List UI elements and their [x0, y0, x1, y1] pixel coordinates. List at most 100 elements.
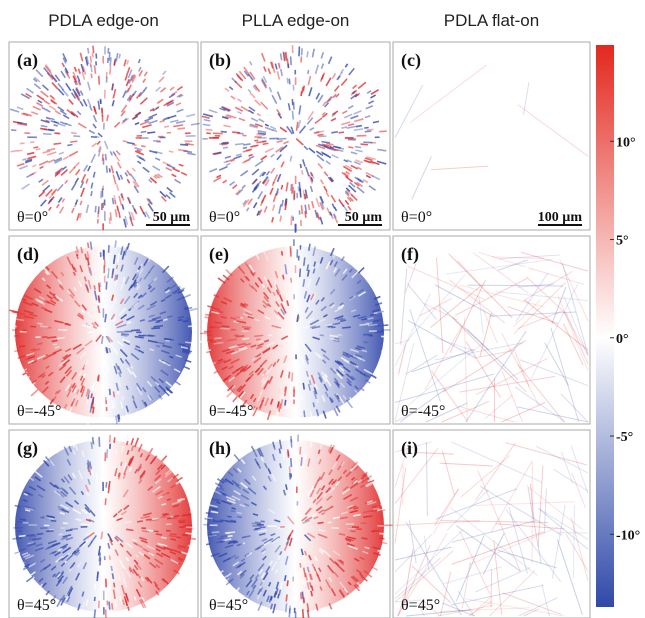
- texture-stroke: [301, 457, 302, 466]
- texture-stroke: [308, 70, 309, 74]
- texture-stroke: [87, 399, 88, 403]
- column-header: PLLA edge-on: [242, 11, 350, 30]
- panel-label: (d): [17, 244, 39, 265]
- texture-stroke: [220, 536, 227, 537]
- texture-stroke: [367, 129, 374, 130]
- texture-stroke: [109, 481, 110, 489]
- angle-label: θ=0°: [209, 209, 240, 226]
- texture-stroke: [303, 86, 304, 92]
- texture-stroke: [222, 144, 228, 145]
- texture-stroke: [246, 536, 250, 537]
- texture-stroke: [176, 537, 181, 538]
- texture-stroke: [110, 212, 111, 220]
- texture-stroke: [288, 403, 289, 409]
- texture-stroke: [330, 336, 339, 337]
- colorbar-tick-label: 5°: [616, 234, 629, 249]
- texture-stroke: [116, 449, 117, 454]
- texture-stroke: [106, 166, 107, 173]
- texture-stroke: [313, 402, 314, 407]
- texture-stroke: [285, 575, 286, 581]
- texture-stroke: [223, 147, 228, 148]
- texture-stroke: [110, 389, 111, 395]
- texture-stroke: [232, 508, 236, 509]
- texture-stroke: [178, 520, 186, 521]
- texture-stroke: [305, 455, 306, 460]
- texture-stroke: [107, 365, 108, 372]
- texture-stroke: [188, 326, 196, 327]
- texture-stroke: [302, 205, 303, 214]
- texture-stroke: [91, 393, 92, 398]
- texture-stroke: [132, 144, 136, 145]
- texture-stroke: [59, 534, 63, 535]
- texture-stroke: [302, 48, 303, 55]
- texture-stroke: [203, 124, 211, 125]
- texture-stroke: [109, 52, 110, 61]
- scale-bar-label: 100 µm: [538, 210, 583, 225]
- colorbar-tick-label: 0°: [616, 332, 629, 347]
- texture-stroke: [303, 609, 304, 618]
- panel-label: (e): [209, 244, 229, 265]
- panel-label: (g): [17, 438, 38, 459]
- texture-stroke: [126, 529, 133, 530]
- texture-stroke: [54, 125, 58, 126]
- texture-stroke: [97, 571, 98, 578]
- texture-stroke: [254, 335, 263, 336]
- texture-stroke: [141, 131, 147, 132]
- texture-stroke: [109, 168, 110, 172]
- texture-stroke: [112, 269, 113, 275]
- texture-stroke: [311, 441, 312, 447]
- texture-stroke: [109, 585, 110, 592]
- texture-stroke: [290, 280, 291, 285]
- colorbar-tick-label: -10°: [616, 528, 640, 543]
- texture-stroke: [318, 522, 324, 523]
- texture-stroke: [236, 336, 245, 337]
- panel-label: (h): [209, 438, 231, 459]
- texture-stroke: [107, 347, 108, 353]
- panel-label: (c): [401, 50, 421, 71]
- texture-stroke: [70, 141, 77, 142]
- texture-stroke: [364, 342, 368, 343]
- texture-stroke: [286, 594, 287, 601]
- texture-stroke: [361, 319, 367, 320]
- texture-stroke: [491, 569, 492, 607]
- texture-stroke: [105, 154, 106, 160]
- texture-stroke: [20, 519, 26, 520]
- texture-stroke: [331, 327, 335, 328]
- texture-stroke: [101, 496, 102, 502]
- colorbar-tick-label: 10°: [616, 135, 636, 150]
- texture-stroke: [91, 442, 92, 449]
- texture-stroke: [289, 467, 290, 473]
- texture-stroke: [186, 318, 190, 319]
- texture-stroke: [81, 524, 90, 525]
- texture-stroke: [263, 143, 269, 144]
- texture-stroke: [100, 276, 101, 285]
- texture-stroke: [268, 335, 272, 336]
- texture-stroke: [96, 401, 97, 411]
- texture-stroke: [36, 149, 41, 150]
- texture-stroke: [119, 54, 120, 59]
- texture-stroke: [285, 387, 286, 392]
- texture-stroke: [47, 337, 56, 338]
- texture-stroke: [228, 536, 233, 537]
- texture-stroke: [95, 206, 96, 212]
- texture-stroke: [287, 580, 288, 586]
- texture-stroke: [90, 63, 91, 67]
- texture-stroke: [108, 489, 109, 493]
- texture-stroke: [207, 340, 213, 341]
- texture-stroke: [211, 342, 216, 343]
- texture-stroke: [110, 435, 111, 442]
- panel: (d)θ=-45°: [9, 236, 198, 424]
- texture-stroke: [342, 327, 351, 328]
- texture-stroke: [94, 285, 95, 289]
- texture-stroke: [180, 144, 188, 145]
- texture-stroke: [91, 74, 92, 78]
- texture-stroke: [119, 414, 120, 419]
- texture-stroke: [213, 521, 223, 522]
- texture-stroke: [53, 143, 61, 144]
- texture-stroke: [109, 556, 110, 560]
- texture-stroke: [227, 516, 231, 517]
- texture-stroke: [255, 522, 261, 523]
- texture-stroke: [256, 134, 264, 135]
- texture-stroke: [362, 538, 368, 539]
- texture-stroke: [288, 243, 289, 250]
